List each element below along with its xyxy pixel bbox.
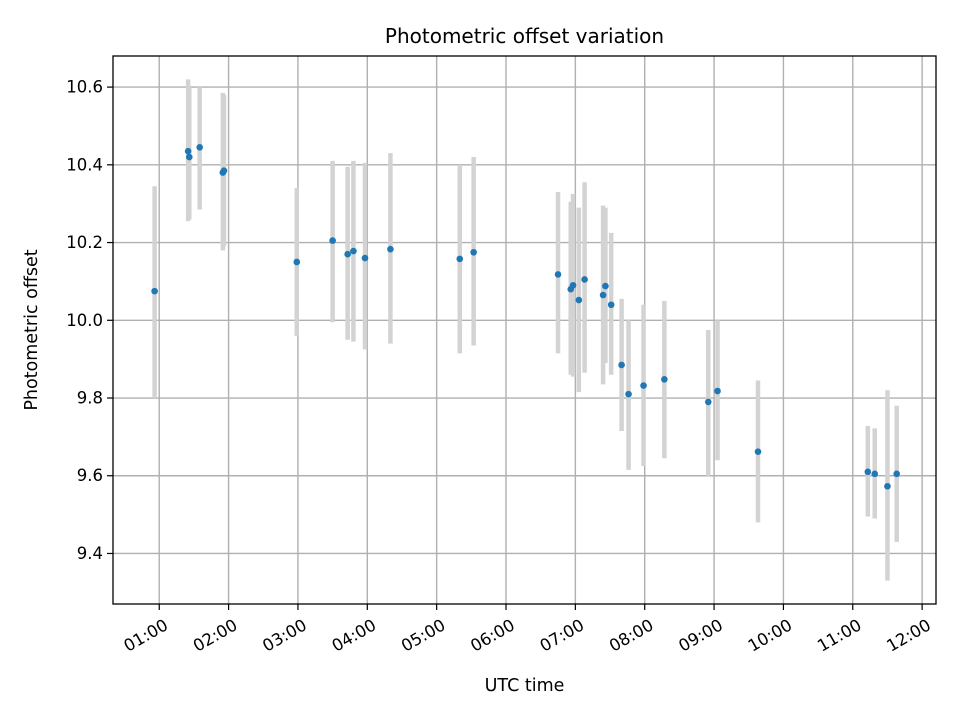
data-point	[470, 248, 477, 256]
y-tick-label: 9.6	[77, 466, 103, 485]
data-point	[151, 287, 158, 295]
data-point	[184, 147, 192, 155]
y-tick-label: 10.6	[66, 78, 103, 97]
error-bars	[152, 79, 899, 581]
data-point	[714, 387, 721, 395]
y-tick-label: 10.2	[66, 233, 103, 252]
plot-frame	[112, 55, 937, 605]
data-point	[618, 361, 625, 369]
data-point	[754, 448, 762, 455]
x-tick-label: 03:00	[259, 615, 310, 655]
data-point	[625, 390, 632, 398]
x-tick-label: 08:00	[606, 615, 657, 655]
x-tick-label: 01:00	[121, 615, 172, 655]
data-point	[871, 470, 879, 478]
data-point	[581, 276, 588, 283]
x-tick-label: 02:00	[190, 615, 241, 655]
x-tick-label: 11:00	[814, 615, 865, 655]
data-point	[344, 250, 351, 258]
x-tick-label: 06:00	[467, 615, 518, 655]
y-axis-ticks: 9.4 9.6 9.8 10.0 10.2 10.4 10.6	[66, 78, 113, 563]
y-tick-label: 9.4	[77, 544, 103, 563]
data-point	[661, 376, 668, 383]
data-point	[185, 153, 193, 161]
y-tick-label: 9.8	[77, 389, 103, 408]
y-axis-label: Photometric offset	[22, 249, 42, 410]
data-point	[575, 296, 583, 304]
data-point	[456, 255, 464, 263]
data-point	[220, 167, 228, 174]
data-point	[599, 291, 607, 299]
data-point	[569, 282, 577, 289]
data-point	[361, 254, 369, 262]
data-point	[893, 470, 900, 478]
data-point	[640, 382, 647, 389]
grid	[113, 56, 936, 604]
data-point	[602, 282, 609, 290]
data-points	[151, 144, 900, 490]
x-tick-label: 05:00	[398, 615, 449, 655]
x-tick-label: 04:00	[329, 615, 380, 655]
data-point	[350, 247, 357, 255]
data-point	[329, 237, 336, 244]
data-point	[196, 144, 203, 151]
y-tick-label: 10.0	[66, 311, 103, 330]
y-tick-label: 10.4	[66, 155, 103, 174]
x-axis-ticks: 01:00 02:00 03:00 04:00 05:00 06:00 07:00 08:00…	[121, 604, 934, 656]
chart-title: Photometric offset variation	[385, 24, 664, 48]
data-point	[704, 398, 712, 406]
x-tick-label: 07:00	[537, 615, 588, 655]
data-point	[554, 271, 562, 278]
x-tick-label: 09:00	[675, 615, 726, 655]
x-tick-label: 12:00	[883, 615, 934, 655]
data-point	[387, 245, 394, 253]
data-point	[864, 468, 872, 476]
data-point	[607, 301, 615, 309]
data-point	[293, 258, 301, 266]
x-axis-label: UTC time	[485, 676, 565, 696]
data-point	[884, 482, 891, 490]
x-tick-label: 10:00	[745, 615, 796, 655]
